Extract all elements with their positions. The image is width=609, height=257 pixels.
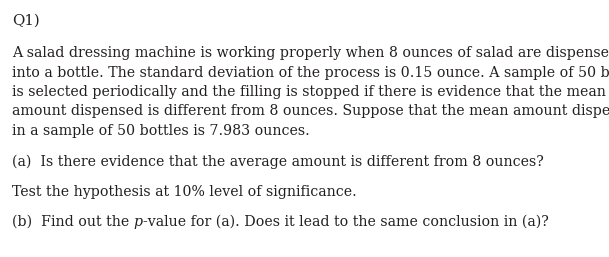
Text: amount dispensed is different from 8 ounces. Suppose that the mean amount dispen: amount dispensed is different from 8 oun… xyxy=(12,105,609,118)
Text: Q1): Q1) xyxy=(12,14,40,28)
Text: is selected periodically and the filling is stopped if there is evidence that th: is selected periodically and the filling… xyxy=(12,85,606,99)
Text: in a sample of 50 bottles is 7.983 ounces.: in a sample of 50 bottles is 7.983 ounce… xyxy=(12,124,310,138)
Text: -value for (a). Does it lead to the same conclusion in (a)?: -value for (a). Does it lead to the same… xyxy=(143,215,549,229)
Text: (b)  Find out the: (b) Find out the xyxy=(12,215,134,229)
Text: A salad dressing machine is working properly when 8 ounces of salad are dispense: A salad dressing machine is working prop… xyxy=(12,46,609,60)
Text: (a)  Is there evidence that the average amount is different from 8 ounces?: (a) Is there evidence that the average a… xyxy=(12,155,544,169)
Text: Test the hypothesis at 10% level of significance.: Test the hypothesis at 10% level of sign… xyxy=(12,185,357,199)
Text: p: p xyxy=(134,215,143,229)
Text: into a bottle. The standard deviation of the process is 0.15 ounce. A sample of : into a bottle. The standard deviation of… xyxy=(12,66,609,79)
